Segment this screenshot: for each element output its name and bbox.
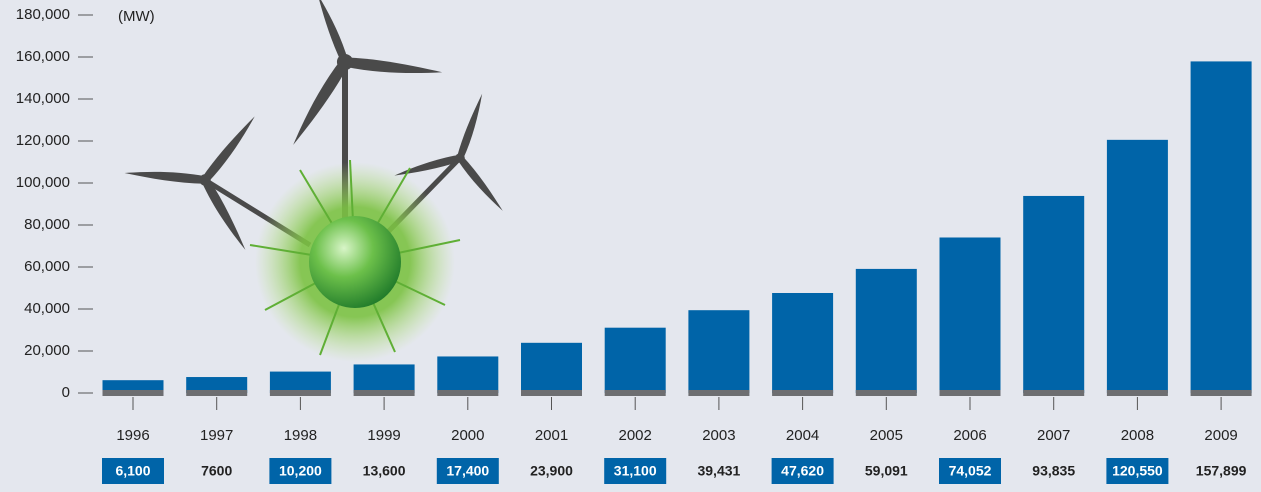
value-label: 13,600 bbox=[363, 463, 406, 479]
bar-base bbox=[856, 390, 917, 396]
bar bbox=[605, 328, 666, 393]
y-tick-label: 180,000 bbox=[16, 6, 70, 23]
bar bbox=[688, 310, 749, 393]
y-tick-label: 160,000 bbox=[16, 48, 70, 65]
x-tick-label: 1999 bbox=[367, 427, 400, 444]
value-label: 17,400 bbox=[446, 463, 489, 479]
x-tick-label: 2003 bbox=[702, 427, 735, 444]
bar bbox=[521, 343, 582, 393]
bar bbox=[856, 269, 917, 393]
value-label: 39,431 bbox=[697, 463, 740, 479]
bar bbox=[1107, 140, 1168, 393]
value-label: 74,052 bbox=[949, 463, 992, 479]
x-tick-label: 1998 bbox=[284, 427, 317, 444]
wind-turbine-illustration bbox=[124, 0, 506, 362]
y-tick-label: 80,000 bbox=[24, 216, 70, 233]
x-tick-label: 2005 bbox=[870, 427, 903, 444]
bar-base bbox=[186, 390, 247, 396]
value-label: 47,620 bbox=[781, 463, 824, 479]
value-label: 59,091 bbox=[865, 463, 908, 479]
value-label: 120,550 bbox=[1112, 463, 1163, 479]
x-tick-label: 1997 bbox=[200, 427, 233, 444]
bar-base bbox=[940, 390, 1001, 396]
bar bbox=[354, 364, 415, 393]
x-tick-label: 2008 bbox=[1121, 427, 1154, 444]
x-tick-label: 2006 bbox=[953, 427, 986, 444]
y-tick-label: 120,000 bbox=[16, 132, 70, 149]
value-label: 6,100 bbox=[115, 463, 150, 479]
bar-base bbox=[103, 390, 164, 396]
value-label: 93,835 bbox=[1032, 463, 1075, 479]
chart: (MW) 0 20,000 40,000 60,000 80,000 100,000 120… bbox=[0, 0, 1261, 492]
x-tick-label: 2004 bbox=[786, 427, 819, 444]
bar-base bbox=[1023, 390, 1084, 396]
value-label: 7600 bbox=[201, 463, 232, 479]
bar-base bbox=[772, 390, 833, 396]
bar bbox=[270, 372, 331, 393]
bar bbox=[437, 356, 498, 393]
y-tick-label: 60,000 bbox=[24, 258, 70, 275]
bar-base bbox=[437, 390, 498, 396]
y-tick-label: 100,000 bbox=[16, 174, 70, 191]
value-label: 23,900 bbox=[530, 463, 573, 479]
bar-base bbox=[354, 390, 415, 396]
value-label: 10,200 bbox=[279, 463, 322, 479]
page: {"chart_data": { "type": "bar", "y_label… bbox=[0, 0, 1261, 492]
y-tick-label: 0 bbox=[62, 384, 70, 401]
x-tick-label: 1996 bbox=[116, 427, 149, 444]
bar bbox=[772, 293, 833, 393]
y-tick-label: 40,000 bbox=[24, 300, 70, 317]
y-tick-label: 140,000 bbox=[16, 90, 70, 107]
value-label: 31,100 bbox=[614, 463, 657, 479]
x-tick-label: 2000 bbox=[451, 427, 484, 444]
x-tick-label: 2007 bbox=[1037, 427, 1070, 444]
x-tick-label: 2001 bbox=[535, 427, 568, 444]
bar-base bbox=[1191, 390, 1252, 396]
bar-base bbox=[270, 390, 331, 396]
bar-base bbox=[605, 390, 666, 396]
y-tick-label: 20,000 bbox=[24, 342, 70, 359]
bar bbox=[940, 237, 1001, 393]
bar bbox=[1191, 61, 1252, 393]
bar-base bbox=[521, 390, 582, 396]
value-label: 157,899 bbox=[1196, 463, 1247, 479]
y-axis-label: (MW) bbox=[118, 8, 155, 25]
x-tick-label: 2009 bbox=[1204, 427, 1237, 444]
bar bbox=[1023, 196, 1084, 393]
x-tick-label: 2002 bbox=[619, 427, 652, 444]
bar-base bbox=[1107, 390, 1168, 396]
bar-base bbox=[688, 390, 749, 396]
